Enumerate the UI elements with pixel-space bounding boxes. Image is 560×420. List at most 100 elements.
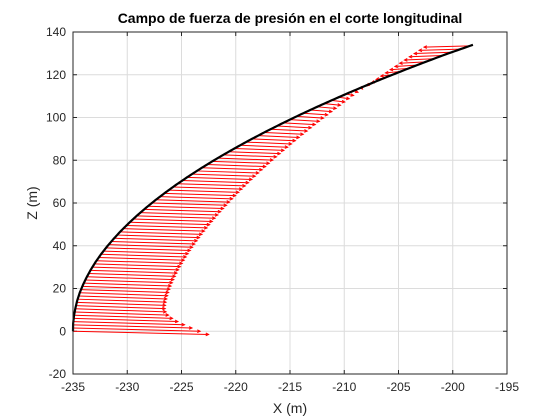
force-vector (147, 205, 225, 211)
force-vector (303, 112, 329, 117)
force-vector (86, 276, 175, 282)
y-tick-label: 120 (46, 68, 66, 82)
y-tick-label: 40 (53, 239, 67, 253)
force-vector (182, 180, 250, 185)
force-vector (78, 295, 168, 301)
force-vector (123, 228, 206, 233)
force-vector (276, 125, 313, 130)
force-vector (96, 260, 184, 266)
force-vector (100, 253, 188, 259)
force-vector (164, 192, 237, 198)
force-vector (240, 144, 289, 149)
force-vector (196, 170, 260, 175)
x-tick-label: -200 (441, 380, 465, 394)
force-vector (82, 285, 171, 292)
y-tick-label: 140 (46, 25, 66, 39)
force-vector (136, 215, 217, 220)
force-vector (81, 289, 170, 295)
axes-frame (72, 31, 508, 375)
force-vector (228, 151, 282, 156)
force-vector (317, 106, 338, 111)
force-vector (187, 176, 254, 182)
force-vector (73, 317, 180, 324)
force-vector (114, 237, 199, 243)
force-vector (77, 298, 168, 304)
x-tick-label: -230 (115, 380, 139, 394)
force-vector (88, 273, 177, 279)
force-vector (74, 311, 170, 317)
y-tick-labels: -20 0 20 40 60 80 100 120 140 (46, 25, 66, 381)
y-tick-label: 60 (53, 196, 67, 210)
force-vector (296, 115, 325, 120)
force-vector (177, 183, 247, 188)
force-vector (133, 218, 214, 224)
y-tick-label: -20 (49, 367, 67, 381)
x-tick-label: -195 (495, 380, 519, 394)
x-tick-label: -215 (278, 380, 302, 394)
force-vector (422, 45, 470, 49)
profile-curve (71, 43, 474, 332)
force-vector (212, 160, 271, 166)
force-vector (90, 269, 179, 275)
y-axis-label: Z (m) (24, 186, 40, 219)
force-vector (144, 208, 222, 214)
force-vector (398, 61, 426, 65)
force-vector (234, 147, 286, 153)
x-tick-label: -220 (224, 380, 248, 394)
force-vector (73, 324, 194, 330)
force-vector (79, 292, 169, 298)
force-vector (117, 234, 201, 240)
force-vector (217, 157, 275, 162)
force-vector (403, 58, 435, 62)
force-vector (105, 247, 192, 253)
force-vector (173, 186, 244, 191)
force-vector (331, 99, 346, 104)
force-vector (111, 240, 196, 246)
force-vector (393, 64, 418, 69)
force-vector (103, 250, 190, 256)
force-vector (129, 221, 211, 227)
x-tick-labels: -235 -230 -225 -220 -215 -210 -205 -200 -195 (61, 380, 519, 394)
force-vector (201, 167, 264, 172)
force-vector (160, 196, 234, 201)
force-vector (207, 164, 267, 169)
force-vector (126, 224, 209, 230)
force-vector (155, 199, 231, 204)
force-vector (270, 128, 309, 133)
y-tick-label: 80 (53, 153, 67, 167)
force-vector (408, 54, 443, 59)
force-vector (92, 266, 180, 272)
chart-title: Campo de fuerza de presión en el corte l… (118, 10, 463, 26)
force-vector (73, 321, 186, 327)
x-tick-label: -235 (61, 380, 85, 394)
force-vector (120, 231, 204, 237)
force-vector (310, 109, 334, 114)
force-vector-field (72, 45, 470, 337)
y-tick-label: 0 (59, 324, 66, 338)
y-tick-label: 100 (46, 111, 66, 125)
force-vector (324, 103, 342, 107)
force-vector (417, 48, 461, 53)
force-vector (258, 135, 301, 140)
force-vector (108, 244, 194, 250)
force-vector (246, 141, 293, 146)
x-tick-label: -205 (386, 380, 410, 394)
force-vector (94, 263, 182, 269)
force-vector (76, 301, 167, 308)
x-tick-label: -225 (169, 380, 193, 394)
force-vector (168, 189, 240, 195)
force-vector (75, 305, 167, 311)
force-vector (74, 314, 174, 321)
force-vector (98, 257, 186, 262)
force-vector (283, 122, 317, 127)
force-vector (75, 308, 168, 314)
force-vector (85, 279, 174, 285)
x-tick-label: -210 (332, 380, 356, 394)
force-vector (191, 173, 257, 179)
x-axis-label: X (m) (273, 400, 307, 416)
force-vector (412, 51, 452, 56)
force-vector (151, 202, 228, 208)
force-vector (289, 119, 321, 124)
y-tick-label: 20 (53, 282, 67, 296)
